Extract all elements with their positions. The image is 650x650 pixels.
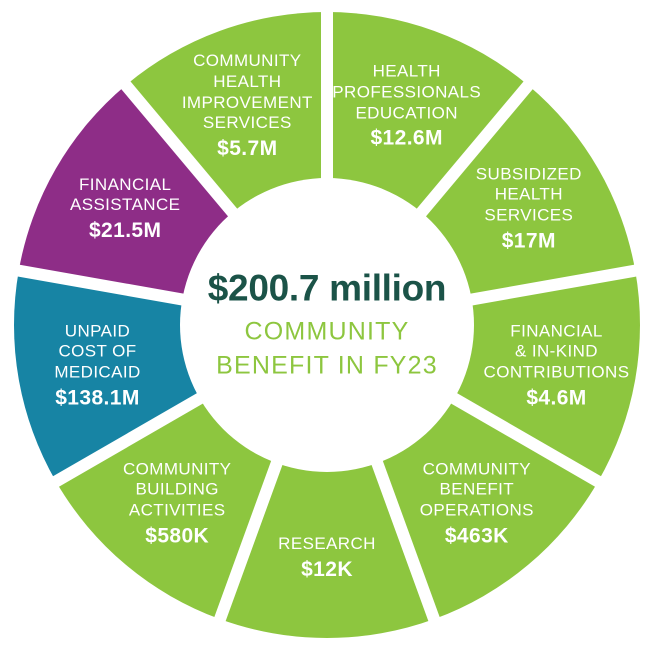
donut-segment-research <box>219 325 435 638</box>
segment-label-line: HEALTH <box>213 71 282 91</box>
segment-label-line: OPERATIONS <box>419 500 534 520</box>
segment-label-line: FINANCIAL <box>510 320 603 340</box>
segment-label-line: BENEFIT <box>439 479 515 499</box>
segment-label-community-health-improvement-services: COMMUNITY HEALTH IMPROVEMENT SERVICES $5.7M <box>182 51 313 161</box>
segment-label-line: IMPROVEMENT <box>181 92 313 112</box>
segment-label-line: SERVICES <box>202 113 292 133</box>
segment-label-line: BUILDING <box>135 479 219 499</box>
segment-label-line: COMMUNITY <box>193 51 302 71</box>
segment-label-community-building-activities: COMMUNITY BUILDING ACTIVITIES $580K <box>123 459 231 548</box>
segment-value: $21.5M <box>88 218 162 242</box>
segment-label-line: SUBSIDIZED <box>475 163 582 183</box>
segment-label-line: COMMUNITY <box>122 458 232 478</box>
segment-label-line: CONTRIBUTIONS <box>483 362 630 382</box>
segment-label-line: PROFESSIONALS <box>332 82 482 102</box>
segment-label-financial-in-kind-contributions: FINANCIAL & IN-KIND CONTRIBUTIONS $4.6M <box>484 321 630 410</box>
segment-label-line: UNPAID <box>64 320 131 340</box>
segment-label-unpaid-cost-of-medicaid: UNPAID COST OF MEDICAID $138.1M <box>54 321 140 410</box>
segment-value: $463K <box>444 524 509 548</box>
segment-label-health-professionals-education: HEALTH PROFESSIONALS EDUCATION $12.6M <box>332 61 481 150</box>
segment-label-research: RESEARCH $12K <box>278 534 376 582</box>
segment-label-line: COMMUNITY <box>422 458 532 478</box>
segment-value: $17M <box>501 229 556 253</box>
segment-label-line: HEALTH <box>372 61 441 81</box>
segment-label-line: ASSISTANCE <box>69 195 181 214</box>
segment-value: $138.1M <box>55 386 140 410</box>
segment-label-community-benefit-operations: COMMUNITY BENEFIT OPERATIONS $463K <box>420 459 534 548</box>
segment-value: $12K <box>301 557 353 581</box>
segment-label-line: EDUCATION <box>355 102 458 122</box>
segment-label-line: FINANCIAL <box>78 174 172 194</box>
segment-value: $580K <box>145 524 210 548</box>
segment-value: $12.6M <box>370 126 443 150</box>
segment-label-line: ACTIVITIES <box>128 500 226 520</box>
segment-label-line: COST OF <box>58 341 137 361</box>
segment-value: $4.6M <box>526 386 587 410</box>
segment-label-line: HEALTH <box>494 184 563 204</box>
donut-hole <box>180 178 474 472</box>
segment-label-line: RESEARCH <box>278 534 376 554</box>
segment-value: $5.7M <box>217 137 278 161</box>
segment-label-line: MEDICAID <box>54 362 141 382</box>
segment-label-financial-assistance: FINANCIAL ASSISTANCE $21.5M <box>70 174 180 242</box>
segment-label-line: & IN-KIND <box>515 341 598 361</box>
segment-label-subsidized-health-services: SUBSIDIZED HEALTH SERVICES $17M <box>476 164 582 253</box>
segment-label-line: SERVICES <box>484 205 574 225</box>
